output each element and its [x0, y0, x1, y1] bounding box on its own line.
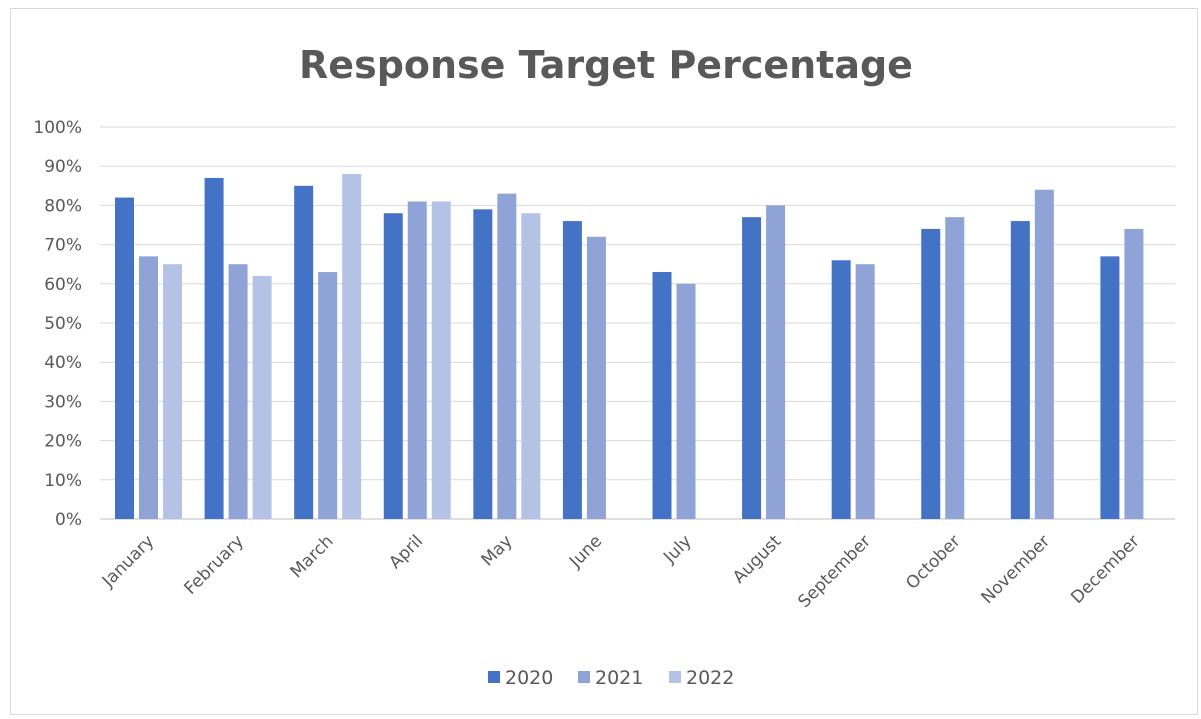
x-tick-label: November: [977, 531, 1054, 608]
x-axis: January February March April May June July Augu…: [98, 531, 1144, 612]
bar-2020-august: [742, 217, 762, 519]
x-tick-label: July: [659, 531, 695, 567]
x-tick-label: April: [385, 531, 427, 573]
bar-2021-june: [586, 236, 606, 519]
y-tick-label: 100%: [33, 118, 82, 138]
y-tick-label: 20%: [44, 432, 82, 452]
bars: [115, 174, 1144, 520]
bar-2021-january: [139, 256, 158, 519]
bar-2020-may: [473, 209, 493, 519]
bar-2021-december: [1124, 228, 1144, 520]
y-tick-label: 30%: [44, 392, 82, 412]
x-tick-label: August: [729, 531, 785, 587]
bar-2020-june: [562, 221, 582, 519]
bar-2020-april: [383, 213, 403, 520]
legend-label-2022: 2022: [686, 667, 734, 689]
bar-2020-february: [204, 177, 224, 519]
bar-2020-july: [652, 272, 672, 519]
x-tick-label: September: [794, 531, 875, 612]
bar-2021-september: [855, 264, 875, 519]
x-tick-label: May: [478, 531, 517, 570]
bar-2021-november: [1034, 189, 1054, 519]
bar-2020-march: [294, 185, 314, 520]
legend-swatch-2020: [488, 671, 500, 683]
y-tick-label: 60%: [44, 275, 82, 295]
chart-title: Response Target Percentage: [299, 43, 913, 87]
bar-2022-may: [521, 213, 541, 520]
bar-2020-october: [921, 228, 941, 520]
y-tick-label: 90%: [44, 157, 82, 177]
y-tick-label: 70%: [44, 236, 82, 256]
legend-swatch-2022: [669, 671, 681, 683]
x-tick-label: February: [180, 531, 247, 598]
bar-2022-march: [342, 174, 362, 520]
bar-2020-january: [115, 197, 134, 519]
bar-2021-may: [497, 193, 517, 519]
x-tick-label: June: [565, 531, 606, 572]
legend-swatch-2021: [578, 671, 590, 683]
bar-2021-february: [228, 264, 248, 519]
gridlines: [100, 126, 1175, 520]
x-tick-label: January: [98, 531, 158, 591]
bar-2021-july: [676, 283, 696, 519]
bar-2022-february: [252, 275, 272, 519]
bar-2021-march: [318, 272, 338, 519]
legend-label-2021: 2021: [595, 667, 643, 689]
y-tick-label: 10%: [44, 471, 82, 491]
bar-2021-october: [945, 217, 965, 519]
bar-2020-september: [831, 260, 851, 519]
y-tick-label: 0%: [55, 510, 82, 530]
x-tick-label: December: [1067, 531, 1143, 607]
legend: 2020 2021 2022: [488, 667, 734, 689]
bar-2021-august: [766, 205, 786, 519]
y-tick-label: 40%: [44, 353, 82, 373]
legend-label-2020: 2020: [505, 667, 553, 689]
bar-2020-november: [1010, 221, 1030, 519]
y-tick-label: 80%: [44, 196, 82, 216]
x-tick-label: March: [287, 531, 338, 582]
y-tick-label: 50%: [44, 314, 82, 334]
bar-2022-january: [163, 264, 182, 519]
bar-2020-december: [1100, 256, 1120, 519]
bar-2022-april: [431, 201, 451, 520]
bar-2021-april: [407, 201, 427, 520]
y-axis: 0% 10% 20% 30% 40% 50% 60% 70% 80% 90% 100%: [33, 118, 82, 530]
x-tick-label: October: [902, 531, 964, 593]
